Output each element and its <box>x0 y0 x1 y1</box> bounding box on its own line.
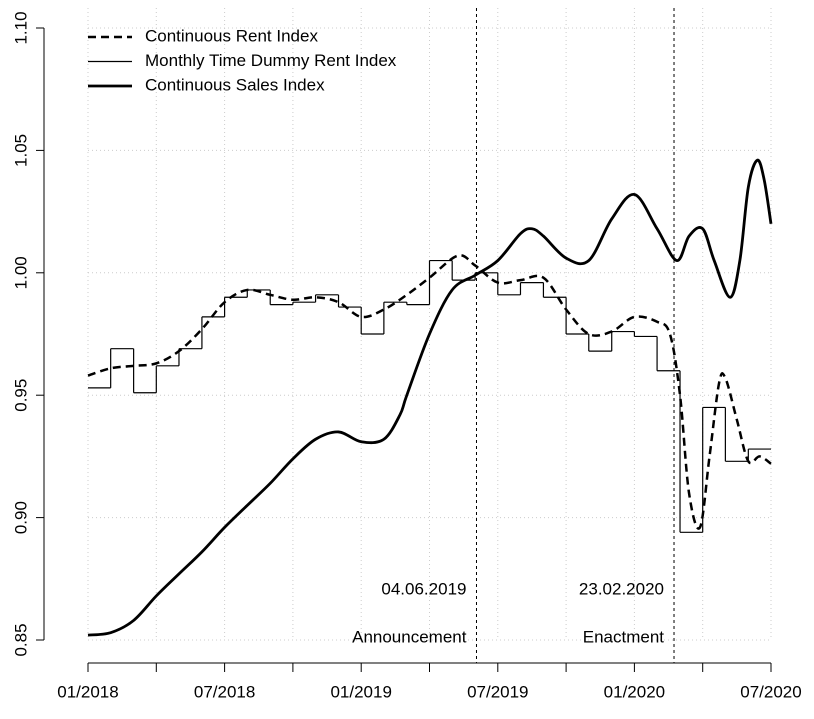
y-tick-label: 1.00 <box>11 256 30 289</box>
series-line <box>87 158 773 637</box>
x-tick-label: 07/2018 <box>194 682 255 701</box>
legend-label: Continuous Rent Index <box>145 26 318 45</box>
legend-label: Continuous Sales Index <box>145 75 325 94</box>
event-label: Announcement <box>352 627 467 646</box>
x-tick-label: 07/2020 <box>740 682 801 701</box>
x-tick-label: 07/2019 <box>467 682 528 701</box>
y-tick-label: 0.95 <box>11 379 30 412</box>
event-date: 04.06.2019 <box>381 579 466 598</box>
y-tick-label: 1.10 <box>11 11 30 44</box>
y-tick-label: 0.90 <box>11 501 30 534</box>
event-date: 23.02.2020 <box>579 579 664 598</box>
x-tick-label: 01/2020 <box>604 682 665 701</box>
legend-label: Monthly Time Dummy Rent Index <box>145 51 397 70</box>
y-tick-label: 1.05 <box>11 134 30 167</box>
event-label: Enactment <box>583 627 665 646</box>
x-tick-label: 01/2019 <box>330 682 391 701</box>
x-tick-label: 01/2018 <box>57 682 118 701</box>
y-tick-label: 0.85 <box>11 623 30 656</box>
